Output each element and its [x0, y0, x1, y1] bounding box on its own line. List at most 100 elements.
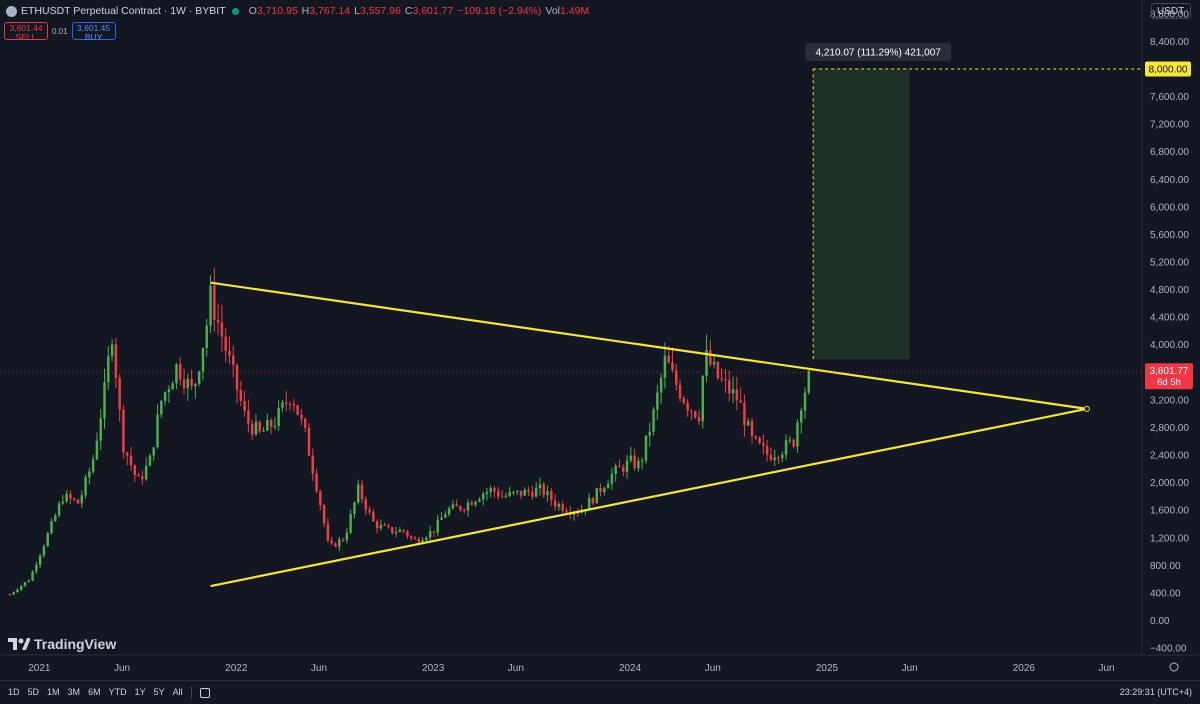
candle-body	[266, 419, 269, 431]
settings-icon[interactable]	[1169, 662, 1179, 672]
tradingview-wordmark: TradingView	[34, 636, 117, 652]
candle-body	[88, 471, 91, 478]
candle-body	[216, 319, 220, 323]
quantity-value[interactable]: 0.01	[52, 26, 68, 36]
candle-body	[409, 536, 413, 539]
candle-body	[364, 499, 368, 510]
target-zone[interactable]	[813, 68, 910, 360]
trendline-apex-handle[interactable]	[1083, 405, 1090, 412]
candle-body	[587, 497, 591, 510]
range-5d[interactable]: 5D	[27, 687, 40, 697]
candle-body	[678, 384, 682, 399]
candle-body	[693, 411, 697, 418]
price-tick-label: 4,800.00	[1150, 285, 1189, 296]
calendar-icon[interactable]	[199, 688, 210, 698]
toolbar-divider	[190, 687, 192, 699]
range-3m[interactable]: 3M	[67, 687, 81, 697]
target-price-label: 8,000.00	[1149, 64, 1188, 75]
candle-body	[122, 409, 125, 453]
candle-body	[640, 460, 644, 462]
candle-body	[788, 439, 792, 441]
trendline[interactable]	[210, 407, 1088, 588]
candle-body	[262, 430, 265, 432]
candle-body	[550, 491, 553, 501]
price-tick-label: 2,400.00	[1150, 451, 1189, 462]
range-1d[interactable]: 1D	[8, 687, 20, 697]
trendline[interactable]	[210, 281, 1088, 410]
candle-body	[425, 537, 428, 541]
candle-body	[754, 436, 758, 438]
sell-button[interactable]: 3,601.44 SELL	[4, 22, 48, 42]
candle-body	[784, 440, 788, 455]
candle-body	[595, 487, 598, 504]
candle-body	[42, 546, 46, 556]
candle-body	[534, 488, 538, 497]
time-tick-label: Jun	[311, 663, 327, 674]
tradingview-logo: TradingView	[8, 636, 116, 652]
buy-button[interactable]: 3,601.45 BUY	[71, 22, 116, 42]
range-1m[interactable]: 1M	[47, 687, 60, 697]
candle-body	[368, 509, 371, 512]
ohlc-key: C	[404, 5, 413, 17]
candle-body	[728, 380, 731, 394]
candle-body	[235, 364, 239, 391]
candle-body	[512, 491, 515, 493]
range-ytd[interactable]: YTD	[108, 687, 127, 697]
candle-body	[57, 503, 61, 516]
range-1y[interactable]: 1Y	[134, 687, 146, 697]
candle-body	[107, 356, 110, 383]
clock[interactable]: 23:29:31 (UTC+4)	[1119, 687, 1192, 697]
ohlc-value: 3,767.14	[309, 5, 351, 17]
candle-body	[735, 389, 739, 401]
candle-body	[23, 582, 27, 586]
range-6m[interactable]: 6M	[88, 687, 101, 697]
candle-body	[209, 285, 212, 326]
candle-body	[731, 389, 735, 394]
candle-body	[277, 407, 280, 427]
time-tick-label: 2021	[28, 663, 51, 674]
candle-body	[659, 377, 663, 393]
candle-body	[133, 465, 137, 476]
candle-body	[285, 402, 288, 404]
candle-body	[781, 454, 784, 459]
candle-body	[656, 392, 659, 410]
price-tick-label: −400.00	[1150, 644, 1187, 655]
candle-body	[762, 443, 765, 446]
candle-body	[269, 419, 273, 427]
candle-body	[743, 402, 746, 426]
candle-body	[572, 512, 576, 515]
candle-body	[546, 491, 549, 495]
price-tick-label: 400.00	[1150, 588, 1181, 599]
candle-body	[508, 491, 511, 496]
time-tick-label: 2025	[816, 663, 839, 674]
price-tick-label: 0.00	[1150, 616, 1170, 627]
candle-body	[152, 447, 155, 456]
currency-selector[interactable]: USDT	[1151, 3, 1191, 19]
ohlc-value: 3,710.95	[256, 5, 298, 17]
range-5y[interactable]: 5Y	[153, 687, 165, 697]
candle-body	[254, 422, 258, 435]
candle-body	[360, 484, 364, 500]
candle-body	[432, 531, 436, 533]
price-tick-label: 7,600.00	[1150, 92, 1189, 103]
candle-body	[648, 431, 651, 436]
candle-body	[527, 489, 530, 492]
candle-body	[296, 405, 299, 415]
symbol-title[interactable]: ETHUSDT Perpetual Contract · 1W · BYBIT	[21, 5, 226, 17]
sell-price: 3,601.44	[9, 23, 43, 33]
price-tick-label: 800.00	[1150, 561, 1181, 572]
candle-body	[319, 491, 322, 506]
candle-body	[353, 502, 356, 514]
buy-label: BUY	[84, 32, 103, 42]
candle-body	[144, 465, 148, 480]
candle-body	[519, 490, 523, 496]
candle-body	[232, 355, 235, 365]
candle-body	[303, 418, 307, 428]
candle-body	[114, 344, 118, 379]
candle-body	[372, 511, 375, 522]
candle-body	[129, 455, 133, 466]
range-all[interactable]: All	[172, 687, 183, 697]
ohlc-values: O3,710.95 H3,767.14 L3,557.96 C3,601.77 −109…	[245, 5, 590, 17]
candle-body	[455, 504, 458, 507]
